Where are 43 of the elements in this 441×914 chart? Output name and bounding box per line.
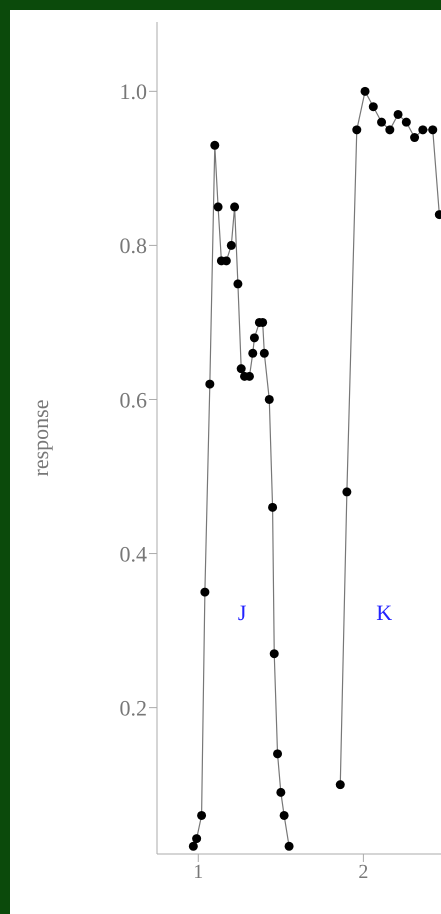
point [418, 125, 428, 134]
point [210, 140, 220, 150]
point [284, 842, 294, 851]
point [410, 133, 420, 142]
point [276, 788, 286, 797]
y-axis-title: response [28, 400, 53, 476]
point [248, 348, 258, 358]
point [385, 125, 394, 134]
point [197, 810, 206, 820]
point [236, 364, 246, 374]
point [368, 102, 378, 112]
point [428, 125, 438, 134]
point [402, 118, 411, 127]
point [260, 348, 269, 358]
y-tick-label: 0.8 [120, 233, 147, 258]
annotation: K [375, 600, 394, 626]
point [226, 240, 236, 250]
point [342, 487, 352, 496]
annotation: J [236, 600, 248, 626]
point [233, 279, 242, 288]
point [360, 86, 370, 96]
point [280, 810, 289, 820]
y-tick-label: 0.4 [120, 541, 147, 566]
point [273, 749, 282, 758]
y-tick-label: 0.6 [120, 387, 147, 412]
point [264, 394, 274, 404]
point [336, 780, 345, 790]
y-tick-label: 0.2 [120, 695, 147, 720]
point [268, 502, 278, 512]
point [214, 202, 223, 212]
y-tick-label: 1.0 [120, 79, 147, 104]
point [205, 380, 214, 389]
point [394, 110, 403, 119]
x-tick-label: 1 [193, 861, 204, 884]
point [250, 333, 259, 342]
point [352, 125, 362, 134]
point [192, 834, 202, 844]
point [230, 202, 240, 212]
point [270, 649, 279, 658]
point [377, 118, 386, 127]
point [200, 588, 210, 597]
point [188, 842, 198, 851]
x-tick-label: 2 [358, 861, 368, 884]
